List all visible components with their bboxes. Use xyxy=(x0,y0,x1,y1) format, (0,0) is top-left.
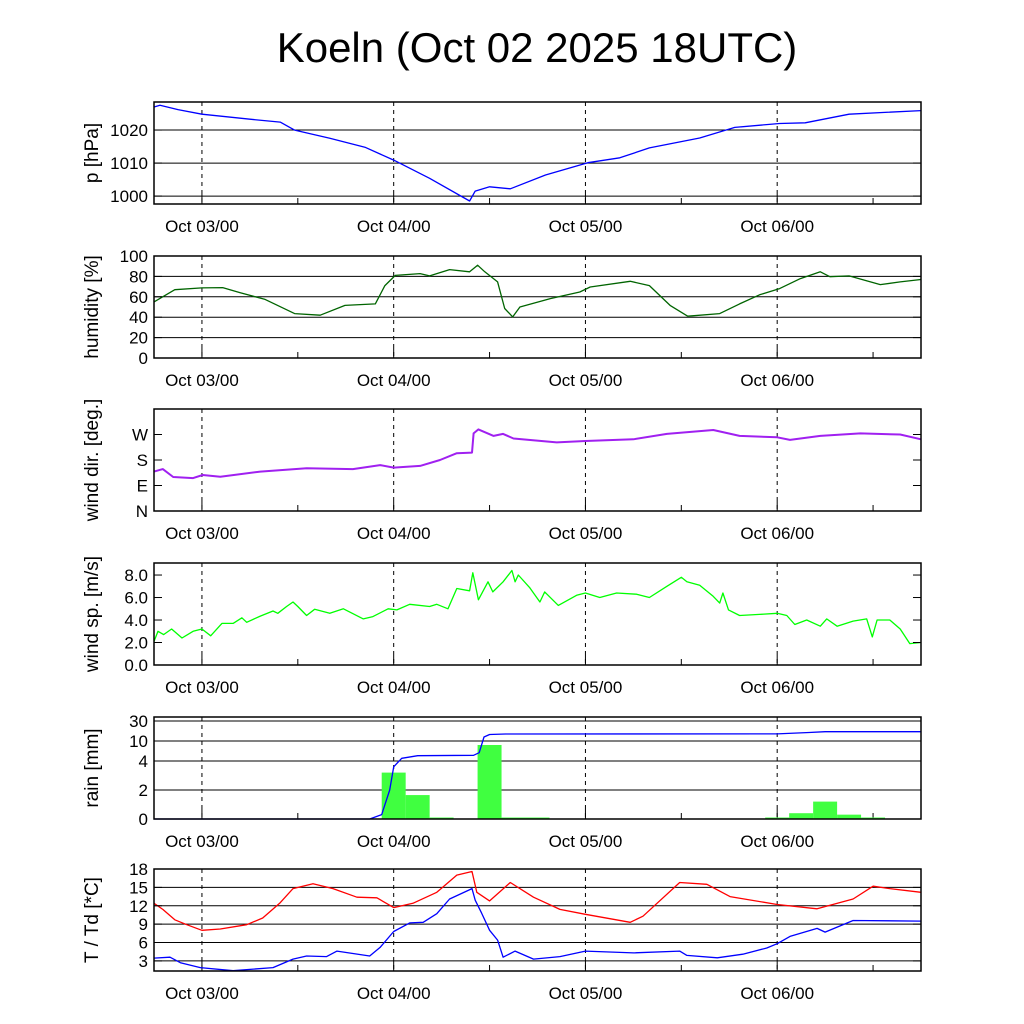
y-tick-label: W xyxy=(132,426,148,445)
plot-frame xyxy=(153,408,922,512)
y-axis-label: p [hPa] xyxy=(82,123,103,183)
x-tick-label: Oct 06/00 xyxy=(740,524,814,543)
y-tick-label: 6 xyxy=(139,934,148,953)
y-tick-label: 0 xyxy=(139,349,148,368)
y-tick-label: 18 xyxy=(129,860,148,879)
y-tick-label: N xyxy=(136,502,148,521)
wind-speed-line xyxy=(153,569,922,645)
x-tick-label: Oct 04/00 xyxy=(357,524,431,543)
rain-bar xyxy=(813,801,838,819)
x-tick-label: Oct 05/00 xyxy=(549,371,623,390)
y-tick-label: S xyxy=(137,451,148,470)
y-axis-label: wind dir. [deg.] xyxy=(82,399,103,523)
x-tick-label: Oct 06/00 xyxy=(740,984,814,1003)
wind-direction-line xyxy=(153,428,922,480)
rain-bar xyxy=(789,813,814,819)
accumulated-precipitation-line xyxy=(154,731,921,820)
y-tick-label: 1020 xyxy=(110,121,148,140)
plot-frame xyxy=(153,101,922,205)
y-tick-label: E xyxy=(137,477,148,496)
y-tick-label: 15 xyxy=(129,878,148,897)
x-tick-label: Oct 05/00 xyxy=(549,217,623,236)
y-tick-label: 1010 xyxy=(110,154,148,173)
plot-frame xyxy=(153,868,922,972)
y-tick-label: 4 xyxy=(139,752,148,771)
x-tick-label: Oct 03/00 xyxy=(165,524,239,543)
x-tick-label: Oct 06/00 xyxy=(740,832,814,851)
y-tick-label: 80 xyxy=(129,267,148,286)
x-tick-label: Oct 04/00 xyxy=(357,832,431,851)
x-tick-label: Oct 06/00 xyxy=(740,371,814,390)
y-axis-label: T / Td [*C] xyxy=(82,877,103,963)
y-axis-label: rain [mm] xyxy=(82,728,103,807)
y-tick-label: 10 xyxy=(129,732,148,751)
y-tick-label: 100 xyxy=(120,247,148,266)
pressure-line xyxy=(153,104,922,202)
dew-point-line xyxy=(153,887,922,972)
y-tick-label: 1000 xyxy=(110,187,148,206)
x-tick-label: Oct 03/00 xyxy=(165,217,239,236)
x-tick-label: Oct 04/00 xyxy=(357,984,431,1003)
panel-wind-speed: 0.0 2.0 4.0 6.0 8.0 wind sp. [m/s] Oct 03/00 Oc… xyxy=(82,556,922,697)
y-tick-label: 12 xyxy=(129,897,148,916)
x-tick-label: Oct 03/00 xyxy=(165,832,239,851)
temperature-line xyxy=(153,870,922,931)
y-tick-label: 9 xyxy=(139,915,148,934)
y-axis-label: wind sp. [m/s] xyxy=(82,556,103,673)
y-tick-label: 60 xyxy=(129,288,148,307)
panel-pressure: 1000 1010 1020 p [hPa] Oct 03/00 Oct 04/00 Oct… xyxy=(82,101,922,236)
y-tick-label: 2.0 xyxy=(124,634,148,653)
plot-frame xyxy=(153,716,922,820)
plot-frame xyxy=(153,255,922,359)
rain-bar xyxy=(381,772,406,819)
y-tick-label: 4.0 xyxy=(124,611,148,630)
plot-frame xyxy=(153,562,922,666)
x-tick-label: Oct 04/00 xyxy=(357,217,431,236)
y-tick-label: 0.0 xyxy=(124,656,148,675)
x-tick-label: Oct 05/00 xyxy=(549,678,623,697)
chart-title: Koeln (Oct 02 2025 18UTC) xyxy=(276,24,798,71)
x-tick-label: Oct 06/00 xyxy=(740,217,814,236)
x-tick-label: Oct 03/00 xyxy=(165,371,239,390)
humidity-line xyxy=(153,264,922,318)
y-tick-label: 40 xyxy=(129,308,148,327)
rain-bar xyxy=(837,814,862,819)
y-tick-label: 20 xyxy=(129,329,148,348)
rain-bar xyxy=(477,745,502,819)
y-tick-label: 0 xyxy=(139,810,148,829)
y-tick-label: 2 xyxy=(139,781,148,800)
rain-bar xyxy=(405,795,430,819)
x-tick-label: Oct 03/00 xyxy=(165,678,239,697)
x-tick-label: Oct 05/00 xyxy=(549,984,623,1003)
y-tick-label: 8.0 xyxy=(124,566,148,585)
x-tick-label: Oct 05/00 xyxy=(549,524,623,543)
x-tick-label: Oct 04/00 xyxy=(357,371,431,390)
x-tick-label: Oct 04/00 xyxy=(357,678,431,697)
y-tick-label: 6.0 xyxy=(124,589,148,608)
x-tick-label: Oct 03/00 xyxy=(165,984,239,1003)
y-axis-label: humidity [%] xyxy=(82,255,103,358)
y-tick-label: 30 xyxy=(129,712,148,731)
x-tick-label: Oct 05/00 xyxy=(549,832,623,851)
x-tick-label: Oct 06/00 xyxy=(740,678,814,697)
y-tick-label: 3 xyxy=(139,952,148,971)
